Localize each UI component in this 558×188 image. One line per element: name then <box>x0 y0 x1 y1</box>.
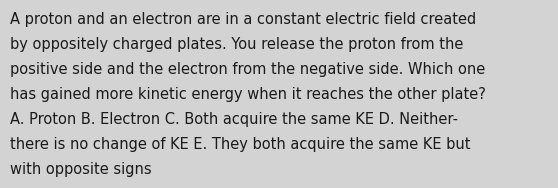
Text: A. Proton B. Electron C. Both acquire the same KE D. Neither-: A. Proton B. Electron C. Both acquire th… <box>10 112 458 127</box>
Text: A proton and an electron are in a constant electric field created: A proton and an electron are in a consta… <box>10 12 476 27</box>
Text: has gained more kinetic energy when it reaches the other plate?: has gained more kinetic energy when it r… <box>10 87 486 102</box>
Text: positive side and the electron from the negative side. Which one: positive side and the electron from the … <box>10 62 485 77</box>
Text: by oppositely charged plates. You release the proton from the: by oppositely charged plates. You releas… <box>10 37 463 52</box>
Text: there is no change of KE E. They both acquire the same KE but: there is no change of KE E. They both ac… <box>10 137 470 152</box>
Text: with opposite signs: with opposite signs <box>10 162 152 177</box>
